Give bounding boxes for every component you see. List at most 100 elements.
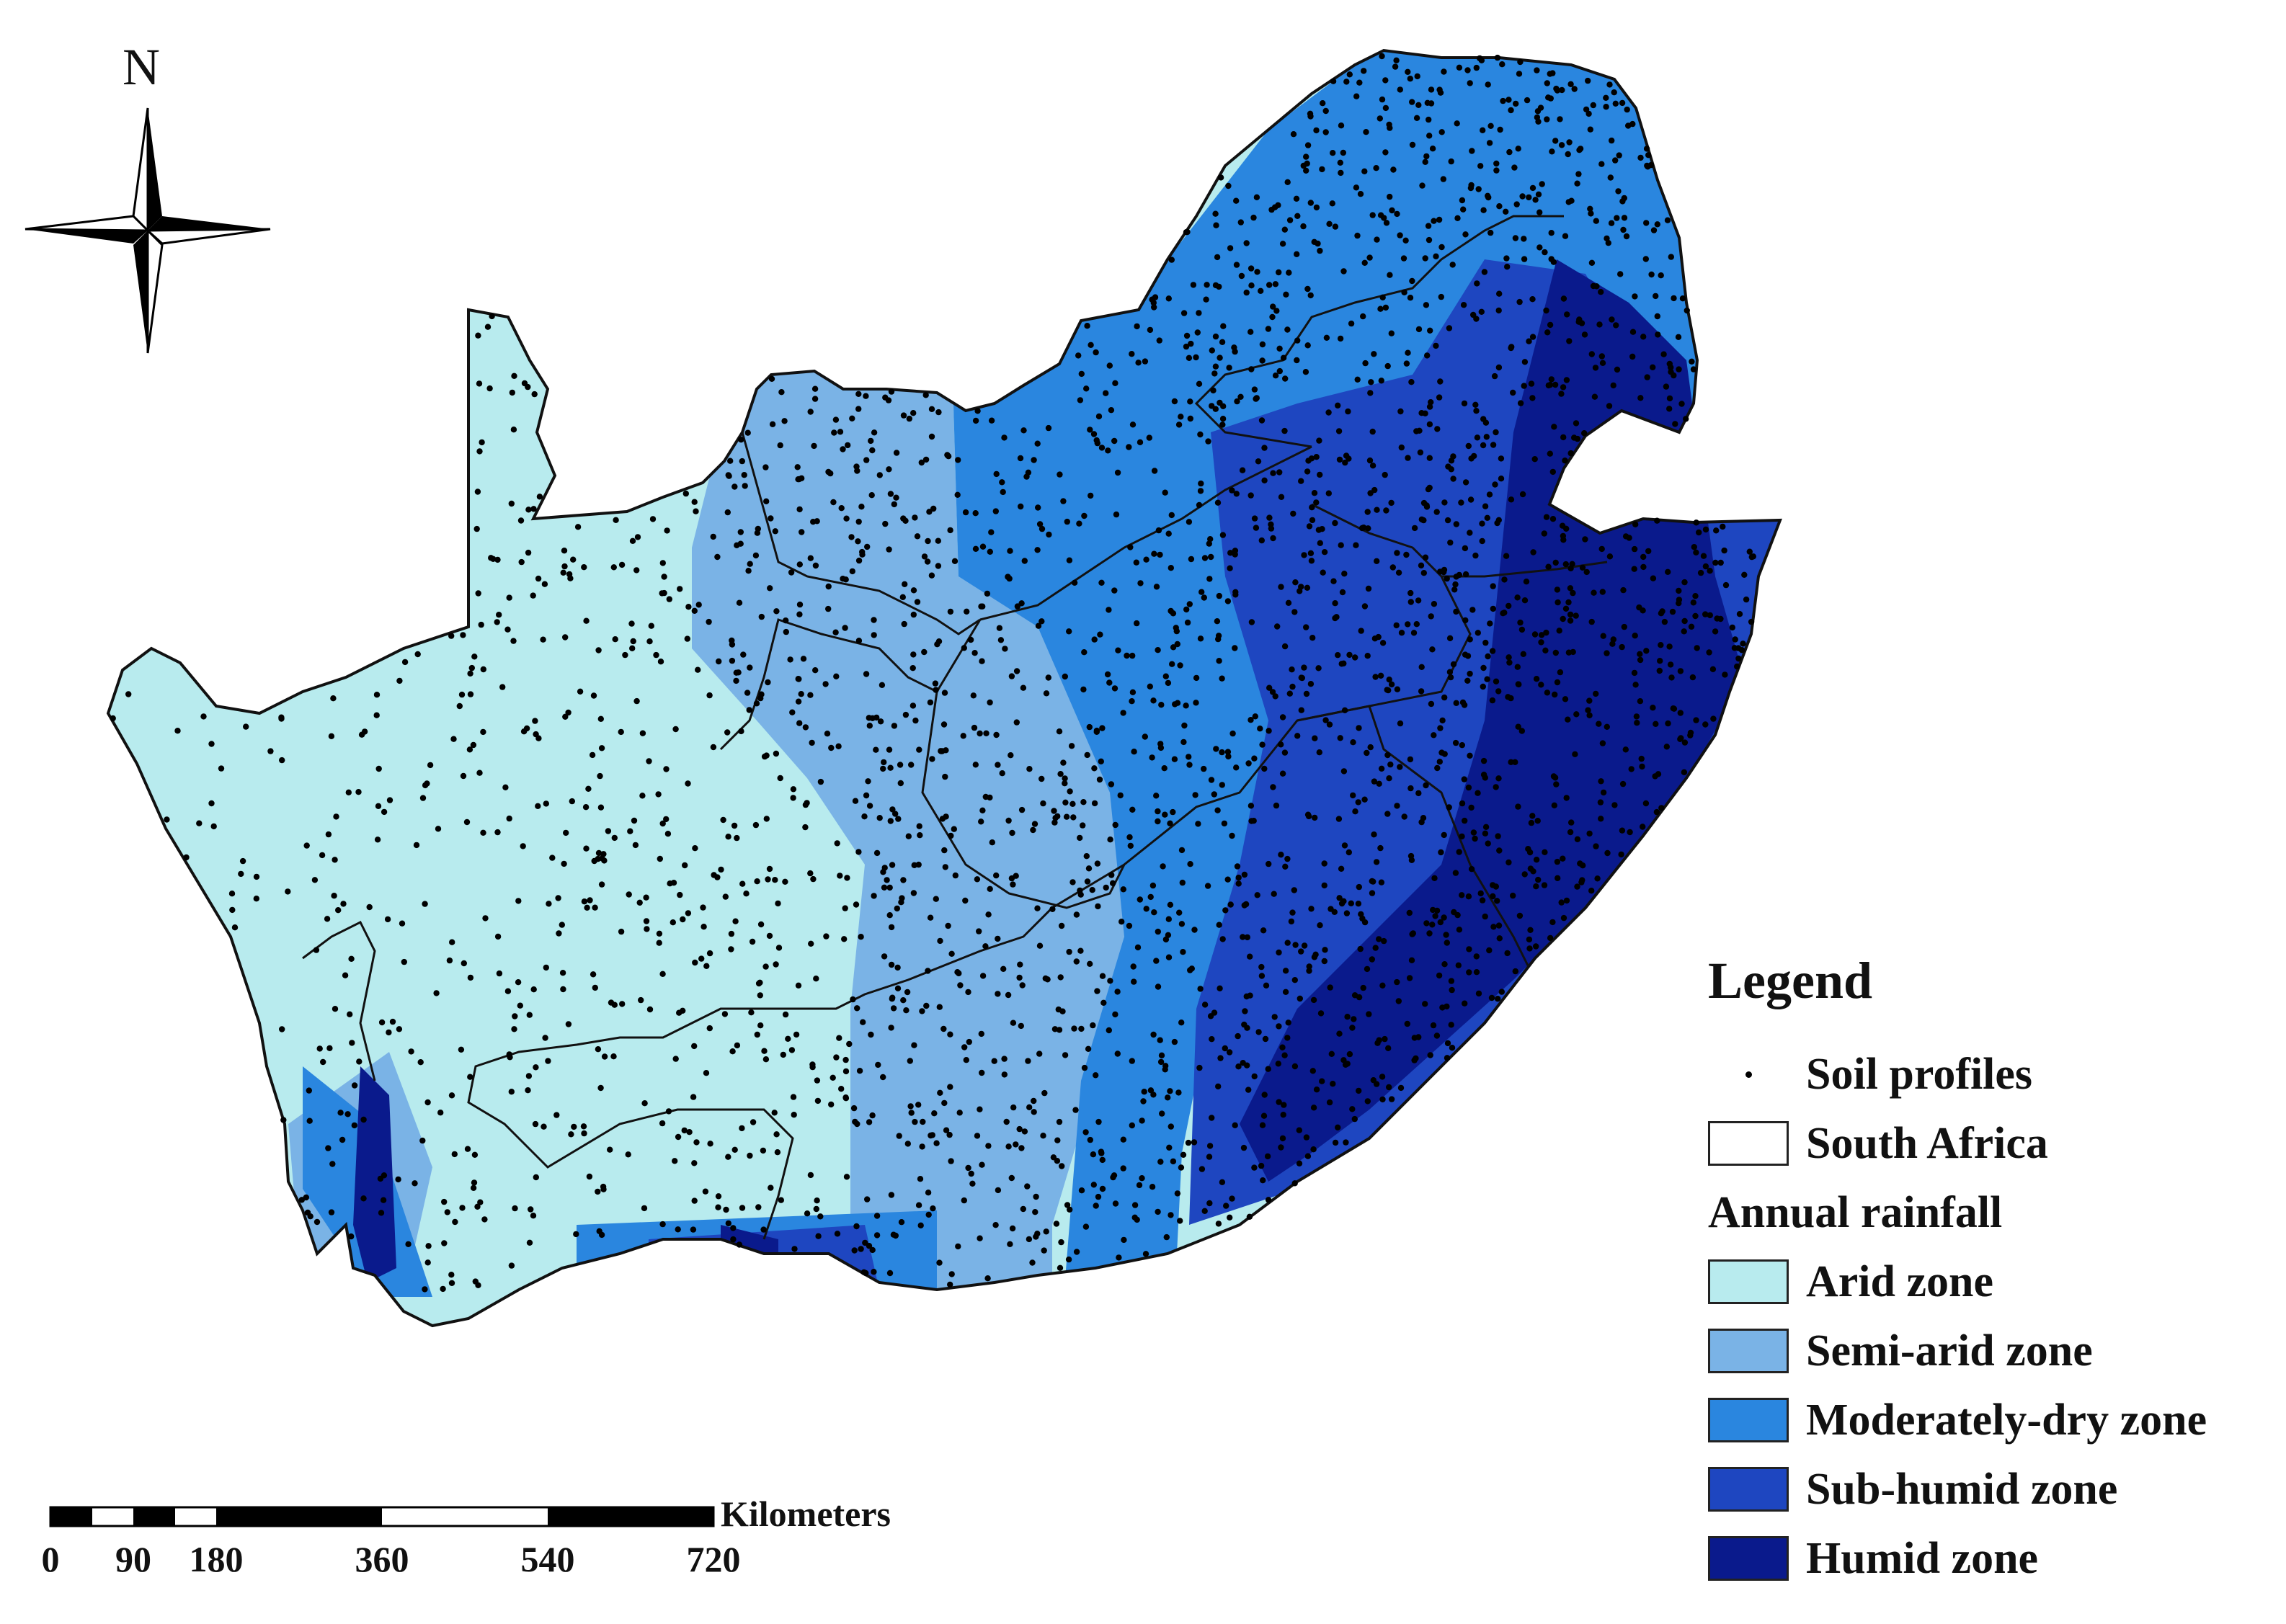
soil-profile-point	[1459, 197, 1466, 204]
soil-profile-point	[466, 746, 473, 753]
soil-profile-point	[1306, 963, 1312, 970]
soil-profile-point	[729, 641, 736, 648]
soil-profile-point	[886, 546, 892, 553]
soil-profile-point	[1201, 1001, 1209, 1008]
soil-profile-point	[458, 1046, 465, 1053]
soil-profile-point	[1493, 167, 1500, 174]
soil-profile-point	[1357, 945, 1364, 952]
soil-profile-point	[1533, 883, 1539, 890]
soil-profile-point	[894, 905, 901, 912]
soil-profile-point	[1018, 1022, 1025, 1030]
soil-profile-point	[899, 895, 905, 901]
soil-profile-point	[1557, 669, 1564, 676]
soil-profile-point	[1112, 1011, 1118, 1018]
soil-profile-point	[1529, 334, 1536, 340]
soil-profile-point	[1017, 455, 1024, 462]
soil-profile-point	[765, 876, 771, 883]
soil-profile-point	[1350, 792, 1356, 799]
soil-profile-point	[1080, 799, 1087, 806]
soil-profile-point	[834, 840, 840, 847]
soil-profile-point	[842, 1094, 849, 1101]
soil-profile-point	[1415, 790, 1422, 797]
soil-profile-point	[1473, 408, 1480, 414]
soil-profile-point	[643, 894, 649, 901]
soil-profile-point	[1279, 770, 1286, 777]
soil-profile-point	[1740, 641, 1746, 647]
soil-profile-point	[778, 1197, 785, 1203]
soil-profile-point	[1495, 688, 1502, 695]
soil-profile-point	[395, 1176, 401, 1183]
soil-profile-point	[1171, 756, 1178, 762]
soil-profile-point	[886, 1270, 894, 1277]
soil-profile-point	[1422, 410, 1428, 416]
soil-profile-point	[1283, 291, 1289, 298]
soil-profile-point	[1692, 612, 1699, 620]
soil-profile-point	[384, 916, 391, 923]
soil-profile-point	[1198, 480, 1204, 487]
soil-profile-point	[1340, 660, 1347, 666]
soil-profile-point	[1386, 775, 1392, 782]
soil-profile-point	[900, 412, 907, 419]
soil-profile-point	[832, 416, 840, 423]
soil-profile-point	[1188, 556, 1195, 563]
soil-profile-point	[809, 739, 815, 746]
soil-profile-point	[1426, 403, 1433, 410]
soil-profile-point	[752, 552, 760, 559]
soil-profile-point	[886, 746, 893, 753]
soil-profile-point	[976, 928, 982, 934]
soil-profile-point	[922, 456, 930, 463]
soil-profile-point	[777, 775, 783, 782]
soil-profile-point	[935, 563, 942, 569]
soil-profile-point	[908, 1110, 915, 1116]
soil-profile-point	[840, 576, 846, 582]
soil-profile-point	[999, 479, 1005, 486]
soil-profile-point	[1180, 1151, 1187, 1159]
soil-profile-point	[389, 1018, 396, 1025]
soil-profile-point	[306, 1117, 313, 1124]
soil-profile-point	[1220, 323, 1227, 329]
soil-profile-point	[1247, 329, 1254, 335]
soil-profile-point	[380, 1197, 387, 1203]
soil-profile-point	[1197, 986, 1204, 992]
soil-profile-point	[871, 617, 877, 623]
soil-profile-point	[672, 1056, 679, 1062]
legend-label-zone: Semi-arid zone	[1806, 1326, 2093, 1375]
soil-profile-point	[1562, 605, 1570, 612]
soil-profile-point	[790, 1094, 797, 1100]
soil-profile-point	[1013, 719, 1020, 726]
soil-profile-point	[785, 1035, 791, 1043]
soil-profile-point	[657, 855, 663, 862]
soil-profile-point	[1481, 269, 1488, 275]
soil-profile-point	[1309, 635, 1316, 641]
soil-profile-point	[1239, 467, 1246, 473]
soil-profile-point	[285, 888, 291, 895]
soil-profile-point	[1554, 87, 1561, 94]
soil-profile-point	[1493, 784, 1499, 790]
soil-profile-point	[1340, 268, 1347, 275]
soil-profile-point	[1336, 456, 1343, 463]
soil-profile-point	[1186, 754, 1192, 760]
soil-profile-point	[1640, 334, 1647, 340]
soil-profile-point	[1456, 849, 1462, 855]
soil-profile-point	[440, 1285, 446, 1293]
soil-profile-point	[908, 762, 915, 768]
soil-profile-point	[1298, 584, 1304, 590]
soil-profile-point	[778, 389, 785, 396]
soil-profile-point	[773, 608, 780, 615]
soil-profile-point	[1495, 833, 1501, 839]
soil-profile-point	[1212, 406, 1219, 412]
soil-profile-point	[1242, 901, 1250, 908]
soil-profile-point	[866, 803, 873, 809]
soil-profile-point	[543, 800, 549, 807]
soil-profile-point	[1700, 553, 1707, 559]
soil-profile-point	[608, 999, 615, 1006]
soil-profile-point	[1544, 690, 1551, 696]
soil-profile-point	[1720, 523, 1726, 530]
soil-profile-point	[750, 1119, 757, 1125]
scale-bar	[49, 1506, 715, 1527]
soil-profile-point	[1633, 713, 1640, 720]
soil-profile-point	[1219, 936, 1226, 942]
soil-profile-point	[1642, 800, 1650, 807]
soil-profile-point	[796, 720, 803, 726]
